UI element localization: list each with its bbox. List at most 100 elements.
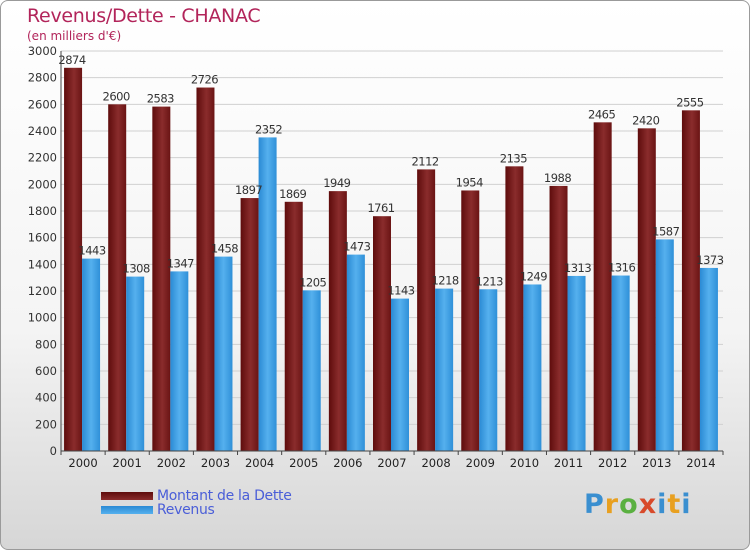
y-tick-label: 1200: [28, 284, 57, 298]
y-tick-label: 3000: [28, 44, 57, 58]
x-tick-label: 2006: [333, 456, 362, 470]
bar-debt: [593, 122, 612, 451]
x-tick-label: 2000: [68, 456, 97, 470]
data-label-revenue: 1347: [167, 256, 194, 270]
bar-revenue: [214, 256, 233, 451]
data-label-debt: 2874: [58, 53, 85, 67]
data-label-debt: 2555: [676, 95, 703, 109]
bar-debt: [240, 198, 259, 451]
data-label-debt: 2112: [411, 154, 438, 168]
data-label-revenue: 1308: [123, 262, 150, 276]
bar-debt: [505, 166, 524, 452]
bar-revenue: [479, 289, 498, 451]
bar-debt: [637, 128, 656, 451]
y-tick-label: 2000: [28, 177, 57, 191]
bar-debt: [549, 185, 568, 451]
data-label-debt: 2420: [632, 113, 659, 127]
y-tick-label: 2600: [28, 97, 57, 111]
x-tick-label: 2013: [642, 456, 671, 470]
data-label-revenue: 1373: [696, 253, 723, 267]
bar-revenue: [170, 271, 189, 451]
bar-debt: [681, 110, 700, 451]
legend-swatch-revenue: [101, 506, 153, 514]
legend-label-revenue: Revenus: [157, 502, 215, 518]
data-label-debt: 1949: [323, 176, 350, 190]
bar-revenue: [82, 258, 101, 451]
bar-revenue: [258, 137, 277, 451]
data-label-debt: 2726: [191, 73, 218, 87]
x-tick-label: 2002: [157, 456, 186, 470]
bar-revenue: [346, 254, 365, 451]
y-tick-label: 1600: [28, 231, 57, 245]
y-tick-label: 1000: [28, 311, 57, 325]
legend-label-debt: Montant de la Dette: [157, 488, 292, 504]
bar-revenue: [699, 267, 718, 451]
x-tick-label: 2001: [113, 456, 142, 470]
x-tick-label: 2008: [421, 456, 450, 470]
bar-revenue: [391, 298, 409, 451]
legend-swatch-debt: [101, 492, 153, 500]
data-label-debt: 2600: [103, 89, 130, 103]
y-tick-label: 400: [35, 391, 57, 405]
data-label-debt: 1761: [367, 201, 394, 215]
data-label-revenue: 1443: [78, 244, 105, 258]
data-label-debt: 2465: [588, 107, 615, 121]
x-tick-label: 2011: [554, 456, 583, 470]
data-label-revenue: 1316: [608, 261, 635, 275]
bar-debt: [461, 190, 480, 451]
y-tick-label: 800: [35, 337, 57, 351]
data-label-debt: 1954: [456, 175, 483, 189]
bar-revenue: [302, 290, 321, 451]
legend-item-revenue: Revenus: [101, 502, 215, 518]
data-label-revenue: 1587: [652, 224, 679, 238]
x-tick-label: 2010: [510, 456, 539, 470]
data-label-revenue: 1458: [211, 242, 238, 256]
bar-revenue: [567, 275, 586, 451]
bar-debt: [108, 104, 127, 451]
data-label-debt: 2583: [147, 92, 174, 106]
y-tick-label: 2400: [28, 124, 57, 138]
y-tick-label: 600: [35, 364, 57, 378]
x-tick-label: 2004: [245, 456, 274, 470]
bar-debt: [196, 87, 215, 452]
y-tick-label: 1400: [28, 257, 57, 271]
y-tick-label: 2200: [28, 151, 57, 165]
chart-title: Revenus/Dette - CHANAC: [27, 5, 261, 27]
bar-revenue: [435, 288, 454, 451]
x-tick-label: 2012: [598, 456, 627, 470]
x-tick-label: 2003: [201, 456, 230, 470]
data-label-revenue: 2352: [255, 122, 282, 136]
bar-revenue: [126, 276, 145, 451]
x-tick-label: 2007: [377, 456, 406, 470]
bar-debt: [373, 216, 391, 451]
data-label-revenue: 1313: [564, 261, 591, 275]
proxiti-logo: Proxiti: [584, 489, 692, 520]
bar-revenue: [523, 284, 542, 451]
data-label-debt: 1897: [235, 183, 262, 197]
data-label-revenue: 1218: [431, 274, 458, 288]
y-tick-label: 2800: [28, 71, 57, 85]
data-label-revenue: 1213: [476, 274, 503, 288]
data-label-debt: 1869: [279, 187, 306, 201]
data-label-revenue: 1473: [343, 240, 370, 254]
chart-subtitle: (en milliers d'€): [27, 29, 122, 43]
x-tick-label: 2009: [466, 456, 495, 470]
x-tick-label: 2005: [289, 456, 318, 470]
data-label-debt: 2135: [500, 151, 527, 165]
data-label-revenue: 1249: [520, 269, 547, 283]
y-tick-label: 200: [35, 417, 57, 431]
y-tick-label: 1800: [28, 204, 57, 218]
data-label-revenue: 1205: [299, 275, 326, 289]
data-label-debt: 1988: [544, 171, 571, 185]
data-label-revenue: 1143: [387, 284, 414, 298]
bar-revenue: [611, 275, 630, 451]
bar-debt: [328, 191, 347, 451]
bar-debt: [417, 169, 436, 451]
bar-debt: [284, 201, 303, 451]
bar-revenue: [655, 239, 674, 451]
bar-debt: [64, 67, 83, 452]
legend-item-debt: Montant de la Dette: [101, 488, 292, 504]
y-tick-label: 0: [50, 444, 57, 458]
